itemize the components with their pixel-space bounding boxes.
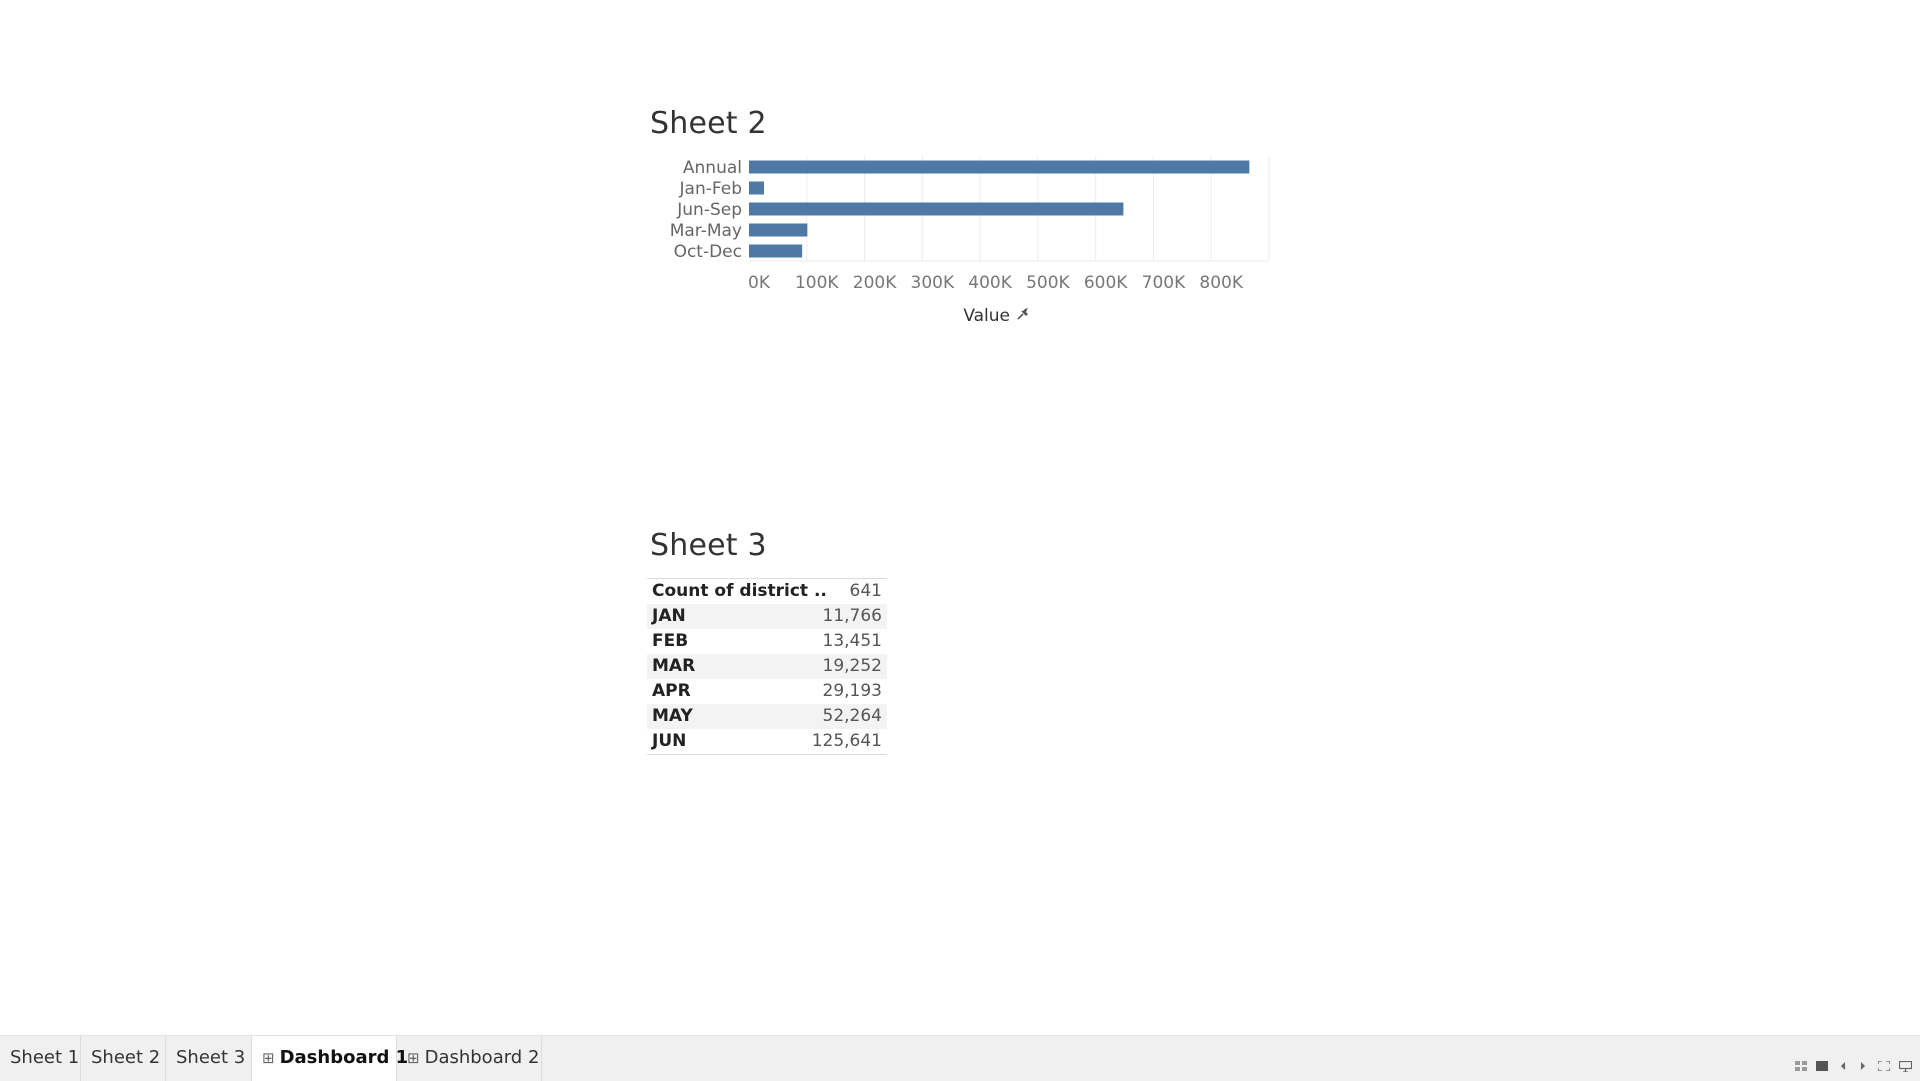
tab-dashboard-2[interactable]: ⊞ Dashboard 2: [397, 1036, 542, 1081]
row-value: 11,766: [822, 606, 882, 626]
category-label: Annual: [683, 158, 742, 178]
bar-jun-sep[interactable]: [749, 202, 1124, 216]
row-label: MAY: [652, 706, 693, 726]
x-tick-label: 300K: [911, 273, 955, 293]
tab-sheet-2[interactable]: Sheet 2: [81, 1036, 166, 1081]
category-label: Jun-Sep: [676, 200, 742, 220]
table-row: APR 29,193: [647, 679, 887, 704]
x-tick-label: 400K: [968, 273, 1012, 293]
row-label: MAR: [652, 656, 696, 676]
x-axis-title: Value: [963, 306, 1010, 326]
fullscreen-icon[interactable]: [1877, 1060, 1891, 1073]
tab-label: Dashboard 2: [424, 1047, 540, 1068]
table-row: MAY 52,264: [647, 704, 887, 729]
bar-mar-may[interactable]: [749, 223, 808, 237]
row-value: 125,641: [811, 731, 882, 751]
category-label: Jan-Feb: [679, 179, 742, 199]
table-row: JUN 125,641: [647, 729, 887, 754]
sheet-tab-bar: Sheet 1 Sheet 2 Sheet 3 ⊞ Dashboard 1 ⊞ Dashbo…: [0, 1035, 1920, 1081]
tab-sheet-1[interactable]: Sheet 1: [0, 1036, 81, 1081]
tab-sheet-3[interactable]: Sheet 3: [166, 1036, 252, 1081]
previous-icon[interactable]: [1836, 1061, 1850, 1073]
filmstrip-view-icon[interactable]: [1815, 1061, 1829, 1073]
x-tick-label: 100K: [795, 273, 839, 293]
next-icon[interactable]: [1856, 1061, 1870, 1073]
presentation-icon[interactable]: [1898, 1060, 1912, 1073]
row-label: FEB: [652, 631, 689, 651]
x-tick-label: 200K: [853, 273, 897, 293]
tab-label: Sheet 3: [176, 1047, 246, 1068]
bar-jan-feb[interactable]: [749, 181, 765, 195]
sheet2-title: Sheet 2: [650, 106, 767, 141]
chart-tick-labels: 0K 100K 200K 300K 400K 500K 600K 700K 800K: [748, 273, 1244, 293]
row-value: 641: [849, 581, 882, 601]
sheet3-title: Sheet 3: [650, 528, 767, 563]
tab-dashboard-1[interactable]: ⊞ Dashboard 1: [252, 1036, 408, 1081]
sheet3-text-table: Count of district .. 641 JAN 11,766 FEB 13,45…: [647, 578, 887, 755]
bar-annual[interactable]: [749, 160, 1250, 174]
tab-label: Dashboard 1: [279, 1047, 409, 1068]
dashboard-grid-icon: ⊞: [262, 1049, 275, 1067]
pin-icon[interactable]: [1017, 308, 1028, 320]
x-tick-label: 500K: [1026, 273, 1070, 293]
row-label: Count of district ..: [652, 581, 827, 601]
row-value: 13,451: [822, 631, 882, 651]
x-tick-label: 600K: [1084, 273, 1128, 293]
table-row: JAN 11,766: [647, 604, 887, 629]
table-row: FEB 13,451: [647, 629, 887, 654]
row-label: JUN: [652, 731, 687, 751]
tab-label: Sheet 1: [10, 1047, 80, 1068]
dashboard-grid-icon: ⊞: [407, 1049, 420, 1067]
x-tick-label: 800K: [1199, 273, 1243, 293]
row-label: APR: [652, 681, 691, 701]
category-label: Oct-Dec: [674, 242, 742, 262]
grid-view-icon[interactable]: [1794, 1061, 1808, 1073]
row-value: 19,252: [822, 656, 882, 676]
tab-label: Sheet 2: [91, 1047, 161, 1068]
bar-oct-dec[interactable]: [749, 244, 803, 258]
chart-bars: [749, 160, 1250, 258]
row-value: 52,264: [822, 706, 882, 726]
row-value: 29,193: [822, 681, 882, 701]
table-row: Count of district .. 641: [647, 579, 887, 604]
category-label: Mar-May: [670, 221, 742, 241]
x-tick-label: 0K: [748, 273, 771, 293]
row-label: JAN: [652, 606, 686, 626]
table-row: MAR 19,252: [647, 654, 887, 679]
x-tick-label: 700K: [1142, 273, 1186, 293]
